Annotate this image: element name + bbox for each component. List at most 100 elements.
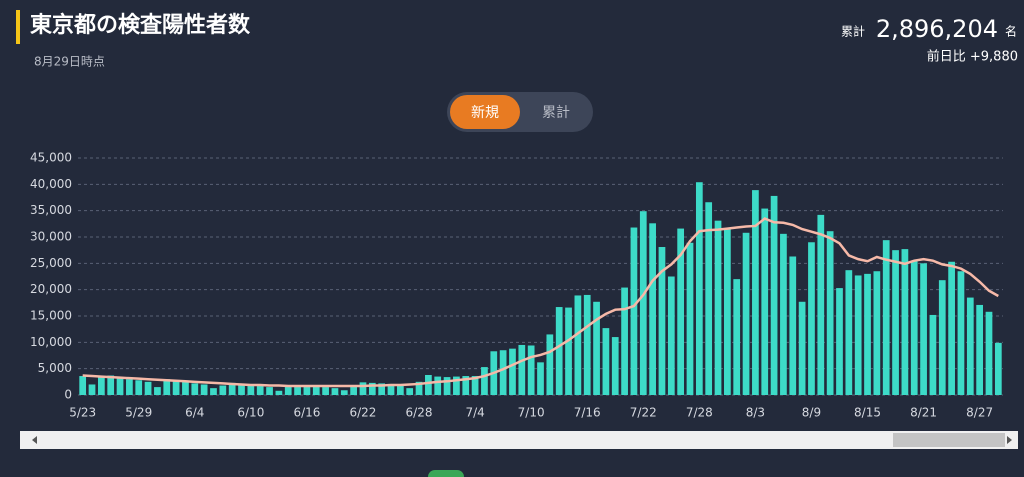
bar [957,271,965,395]
bar [593,301,600,395]
bar [537,362,544,395]
scrollbar[interactable] [20,431,1018,449]
bar [808,242,815,395]
bar [322,387,329,395]
title-accent [16,10,20,44]
bar [845,270,853,395]
bar [126,379,133,395]
tab-active[interactable] [450,95,520,129]
bar [228,382,236,395]
bar [658,247,666,395]
bar [387,383,395,395]
bar [714,220,722,395]
bar [817,214,825,395]
bar [303,386,311,395]
bar [789,256,797,395]
bar [555,307,563,395]
bar [275,390,283,395]
bar [256,386,264,395]
bar [97,376,105,395]
date: 8月29日時点 [34,55,105,69]
bar [873,271,881,395]
y-tick-label: 25,000 [30,256,72,270]
bar [901,249,909,395]
bar [994,342,1002,395]
x-tick-label: 7/22 [630,406,657,420]
y-tick-label: 0 [64,388,72,402]
bar [350,386,357,395]
scroll-thumb[interactable] [893,433,1005,447]
bar [210,388,217,395]
bar [284,386,292,395]
bar [509,348,516,395]
bar [191,383,199,395]
bar [639,211,647,395]
tab[interactable]: 新規 [471,105,499,121]
scroll-right[interactable] [1007,436,1012,444]
bar [565,307,572,395]
bar [219,385,227,395]
bar [798,301,806,395]
tab[interactable]: 累計 [542,105,570,121]
bar [518,344,526,395]
y-tick-label: 10,000 [30,335,72,349]
bar [966,297,974,395]
bar [425,374,432,395]
x-tick-label: 7/10 [518,406,545,420]
x-tick-label: 8/27 [966,406,993,420]
bar [836,288,843,395]
bar [892,250,899,395]
bar [985,311,993,395]
toggle[interactable] [428,470,464,477]
bar [79,376,87,395]
scroll-left[interactable] [32,436,37,444]
x-tick-label: 6/10 [237,406,264,420]
bar [107,375,115,395]
bar [882,240,890,395]
bar [116,377,124,395]
diff: 前日比 +9,880 [927,49,1018,65]
y-tick-label: 35,000 [30,203,72,217]
bar [733,279,741,395]
bar [135,380,143,395]
bar [780,233,787,395]
bar [574,295,582,395]
x-tick-label: 7/16 [574,406,601,420]
bar [294,384,301,395]
bar [929,314,937,395]
bar [238,384,245,395]
bar [611,337,619,395]
bar [266,387,273,395]
x-tick-label: 8/3 [746,406,765,420]
bar [406,388,414,395]
bar [742,232,750,395]
x-tick-label: 7/4 [465,406,484,420]
bar [312,386,320,395]
bar [340,390,348,395]
bar [443,377,451,395]
bar [864,273,871,395]
bar [154,387,161,395]
bar [378,383,386,395]
bar [481,367,488,395]
bar [182,381,189,395]
bar [602,328,610,395]
x-tick-label: 8/9 [802,406,821,420]
y-tick-label: 20,000 [30,282,72,296]
bar [621,287,628,395]
x-tick-label: 7/28 [686,406,713,420]
bar [359,382,367,395]
bar [527,345,535,395]
bar [761,208,769,395]
bar [752,190,759,395]
trend-line [82,217,999,388]
bar [415,381,423,395]
bar [826,231,834,395]
y-tick-label: 45,000 [30,151,72,165]
bar [630,227,638,395]
bar [163,379,171,395]
bar [938,280,946,395]
bar [499,350,507,395]
